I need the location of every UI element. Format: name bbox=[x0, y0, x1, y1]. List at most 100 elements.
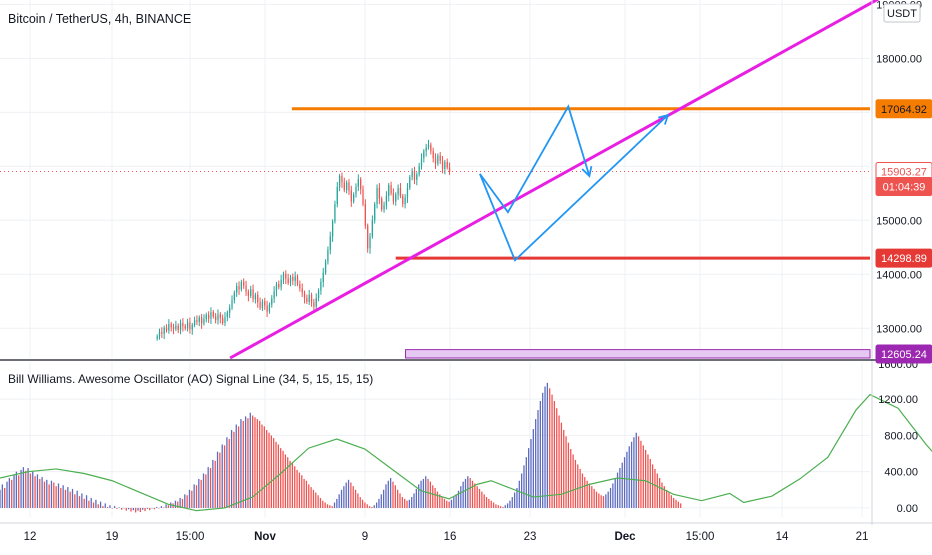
candle-body bbox=[399, 187, 402, 197]
ao-histogram-bar bbox=[153, 507, 156, 510]
ao-histogram-bar bbox=[109, 505, 111, 508]
ao-histogram-bar bbox=[228, 439, 230, 508]
ao-histogram-bar bbox=[71, 488, 74, 508]
candlestick bbox=[374, 201, 376, 224]
candlestick bbox=[271, 295, 273, 308]
candlestick bbox=[308, 289, 310, 306]
ao-histogram-bar bbox=[135, 507, 137, 513]
trendline[interactable] bbox=[229, 0, 880, 360]
candlestick bbox=[238, 281, 240, 295]
candlestick bbox=[341, 172, 343, 188]
currency-button[interactable]: USDT bbox=[883, 3, 921, 23]
candle-body bbox=[418, 166, 420, 175]
ao-histogram-bar bbox=[586, 480, 588, 508]
ao-histogram-bar bbox=[259, 420, 261, 508]
ao-histogram-bar bbox=[352, 486, 354, 508]
ao-histogram-bar bbox=[556, 408, 558, 508]
candlestick bbox=[247, 289, 250, 302]
candle-body bbox=[376, 187, 378, 205]
ao-histogram-bar bbox=[329, 505, 331, 508]
candlestick bbox=[402, 193, 404, 208]
projection-path-up[interactable] bbox=[479, 104, 591, 214]
ao-histogram-bar bbox=[621, 462, 623, 508]
ao-histogram-bar bbox=[340, 489, 343, 508]
ao-histogram-bar bbox=[263, 426, 265, 508]
candle-body bbox=[212, 312, 214, 317]
ao-histogram-bar bbox=[317, 495, 319, 508]
ao-histogram-bar bbox=[411, 497, 413, 508]
candle-body bbox=[406, 187, 409, 198]
ao-histogram-bar bbox=[6, 481, 8, 508]
ao-histogram-bar bbox=[270, 435, 272, 508]
candle-body bbox=[292, 277, 294, 281]
ao-histogram-bar bbox=[654, 468, 656, 508]
candlestick bbox=[273, 286, 275, 303]
candlestick bbox=[186, 318, 189, 332]
ao-histogram-bar bbox=[202, 473, 205, 508]
ao-histogram-bar bbox=[99, 501, 102, 508]
ao-histogram-bar bbox=[78, 496, 81, 508]
ao-histogram-bar bbox=[450, 499, 453, 508]
ao-histogram-bar bbox=[216, 451, 219, 508]
ao-histogram-bar bbox=[151, 507, 153, 509]
ao-histogram-bar bbox=[4, 487, 6, 508]
ao-histogram-bar bbox=[50, 480, 53, 508]
candlestick bbox=[404, 194, 406, 209]
ao-histogram-bar bbox=[160, 506, 163, 508]
candlestick bbox=[338, 173, 341, 192]
candle-body bbox=[285, 273, 287, 279]
ao-histogram-bar bbox=[471, 480, 474, 508]
candlestick bbox=[285, 270, 287, 285]
ao-histogram-bar bbox=[623, 457, 626, 508]
candlestick bbox=[327, 246, 329, 265]
ao-histogram-bar bbox=[345, 482, 347, 508]
ao-histogram-bar bbox=[539, 400, 541, 508]
ao-histogram-bar bbox=[532, 429, 534, 508]
candle-body bbox=[353, 194, 355, 202]
candle-body bbox=[329, 236, 331, 251]
projection-path-down[interactable] bbox=[479, 114, 669, 262]
ao-histogram-bar bbox=[193, 484, 195, 508]
candlestick bbox=[369, 232, 371, 254]
ao-histogram-bar bbox=[513, 492, 516, 508]
price-badge-background bbox=[875, 99, 932, 119]
ao-histogram-bar bbox=[663, 486, 665, 508]
ao-histogram-bar bbox=[675, 499, 677, 508]
ao-histogram-bar bbox=[221, 444, 223, 508]
candlestick bbox=[296, 274, 299, 287]
ao-histogram-bar bbox=[97, 504, 99, 508]
ao-histogram-bar bbox=[11, 479, 13, 508]
candlestick bbox=[390, 181, 392, 196]
ao-histogram-bar bbox=[195, 485, 198, 508]
candlestick bbox=[362, 185, 364, 207]
candlestick bbox=[193, 316, 196, 328]
currency-label: USDT bbox=[887, 8, 917, 20]
candlestick bbox=[264, 297, 266, 310]
price-badge-text: 12605.24 bbox=[881, 349, 927, 361]
ao-histogram-bar bbox=[605, 494, 607, 508]
candlestick bbox=[348, 179, 350, 195]
candle-body bbox=[163, 327, 165, 334]
ao-histogram-bar bbox=[518, 480, 520, 508]
ao-histogram-bar bbox=[492, 502, 495, 508]
ao-histogram-bar bbox=[361, 499, 364, 508]
ao-histogram-bar bbox=[588, 483, 591, 508]
ao-histogram-bar bbox=[95, 499, 97, 508]
ao-histogram-bar bbox=[544, 386, 546, 508]
candlestick bbox=[210, 307, 212, 324]
candlestick bbox=[397, 184, 399, 200]
candle-body bbox=[268, 304, 271, 312]
ao-histogram-bar bbox=[27, 468, 29, 508]
ao-histogram-bar bbox=[179, 497, 181, 508]
ao-histogram-bar bbox=[394, 485, 396, 508]
price-zone-rectangle[interactable] bbox=[405, 349, 871, 359]
candlestick bbox=[441, 156, 444, 174]
candlestick bbox=[430, 142, 432, 155]
ao-histogram-bar bbox=[305, 480, 308, 508]
ao-histogram-bar bbox=[29, 473, 32, 508]
candlestick bbox=[364, 199, 366, 229]
candle-body bbox=[170, 323, 172, 328]
ao-histogram-bar bbox=[661, 482, 663, 508]
